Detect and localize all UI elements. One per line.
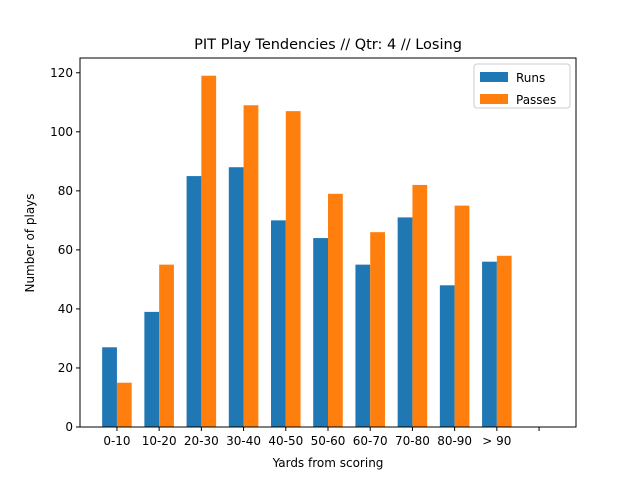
legend-label: Runs — [516, 71, 545, 85]
bar — [370, 232, 385, 427]
bar — [496, 255, 512, 427]
bar — [186, 176, 202, 427]
y-tick-label: 0 — [65, 420, 73, 434]
bar — [228, 167, 244, 427]
bar — [355, 264, 371, 427]
bar — [243, 105, 259, 428]
y-tick-label: 40 — [58, 302, 73, 316]
y-tick-label: 60 — [58, 243, 73, 257]
bar — [439, 285, 455, 427]
y-tick-label: 80 — [58, 184, 73, 198]
bar — [482, 261, 497, 427]
bar — [144, 311, 160, 427]
legend-label: Passes — [516, 93, 556, 107]
x-tick-label: > 90 — [482, 434, 511, 448]
bar — [397, 217, 413, 427]
x-tick-label: 20-30 — [184, 434, 219, 448]
x-tick-label: 80-90 — [437, 434, 472, 448]
x-tick-label: 60-70 — [353, 434, 388, 448]
x-tick-label: 10-20 — [142, 434, 177, 448]
chart-title: PIT Play Tendencies // Qtr: 4 // Losing — [194, 37, 462, 53]
x-tick-label: 0-10 — [103, 434, 130, 448]
bar — [271, 220, 286, 427]
x-tick-label: 50-60 — [311, 434, 346, 448]
bar — [313, 238, 328, 427]
y-axis-label: Number of plays — [23, 193, 37, 292]
legend-swatch — [480, 94, 508, 104]
legend-swatch — [480, 72, 508, 82]
bar — [328, 193, 343, 427]
y-tick-label: 20 — [58, 361, 73, 375]
x-axis-label: Yards from scoring — [272, 456, 384, 470]
x-tick-label: 70-80 — [395, 434, 430, 448]
x-tick-label: 40-50 — [268, 434, 303, 448]
bar — [102, 347, 117, 427]
y-tick-label: 100 — [50, 125, 73, 139]
x-tick-label: 30-40 — [226, 434, 261, 448]
bar — [201, 75, 217, 427]
bar — [412, 184, 428, 427]
bar — [159, 264, 174, 427]
plot-frame — [79, 57, 577, 428]
bar — [116, 382, 132, 427]
y-tick-label: 120 — [50, 66, 73, 80]
bar — [454, 205, 470, 427]
bar — [285, 111, 301, 428]
